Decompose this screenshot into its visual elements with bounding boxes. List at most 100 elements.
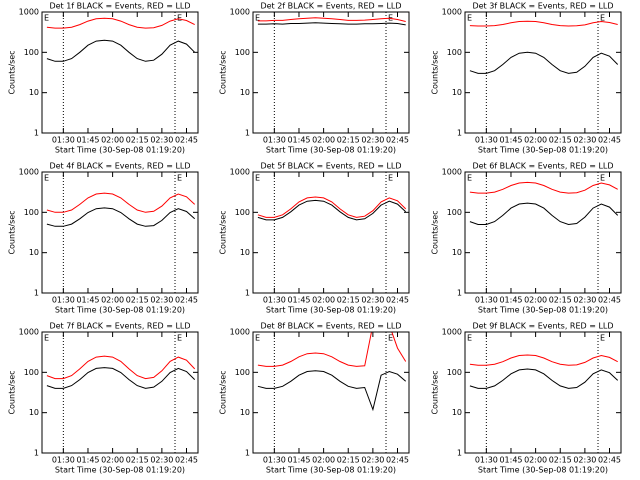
y-tick-label: 1000 [230, 8, 250, 17]
series-line [469, 20, 618, 27]
x-tick-label: 02:45 [386, 136, 409, 145]
plot-frame [252, 331, 410, 454]
chart-title: Det 1f BLACK = Events, RED = LLD [49, 2, 190, 11]
x-tick-label: 02:15 [337, 456, 360, 465]
y-axis-label: Counts/sec [219, 50, 228, 94]
y-axis-label: Counts/sec [431, 210, 440, 254]
y-tick-label: 1000 [230, 168, 250, 177]
x-tick-label: 01:30 [475, 296, 498, 305]
panel: Det 3f BLACK = Events, RED = LLD Start Ti… [431, 2, 622, 155]
y-tick-label: 1 [457, 449, 462, 458]
y-axis-label: Counts/sec [431, 370, 440, 414]
y-tick-label: 1000 [19, 168, 39, 177]
x-tick-label: 02:45 [386, 456, 409, 465]
x-tick-label: 02:00 [101, 456, 124, 465]
x-tick-label: 02:30 [573, 296, 596, 305]
annotation: E [255, 174, 260, 183]
annotation: E [467, 14, 472, 23]
plot-area [469, 20, 619, 74]
x-tick-label: 02:00 [312, 456, 335, 465]
annotation: E [177, 14, 182, 23]
series-line [469, 181, 618, 194]
plot-frame [252, 171, 410, 294]
x-tick-label: 02:30 [361, 456, 384, 465]
x-tick-label: 01:30 [52, 456, 75, 465]
x-tick-label: 02:30 [573, 456, 596, 465]
chart-title: Det 6f BLACK = Events, RED = LLD [472, 162, 613, 171]
y-tick-label: 10 [452, 248, 462, 257]
chart-title: Det 9f BLACK = Events, RED = LLD [472, 322, 613, 331]
x-tick-label: 02:00 [101, 296, 124, 305]
x-tick-label: 01:45 [287, 136, 310, 145]
x-tick-label: 01:30 [52, 136, 75, 145]
x-tick-label: 01:45 [499, 296, 522, 305]
series-line [46, 39, 196, 62]
plot-area [257, 196, 407, 221]
x-tick-label: 02:00 [101, 136, 124, 145]
x-tick-label: 02:15 [126, 296, 149, 305]
y-tick-label: 1000 [442, 8, 462, 17]
x-tick-label: 01:45 [76, 136, 99, 145]
x-tick-label: 02:45 [175, 136, 198, 145]
y-tick-label: 10 [240, 408, 250, 417]
x-tick-label: 01:30 [475, 456, 498, 465]
y-tick-label: 100 [235, 208, 250, 217]
plot-frame [252, 11, 410, 134]
x-tick-label: 02:15 [126, 136, 149, 145]
y-tick-label: 100 [235, 368, 250, 377]
x-axis-label: Start Time (30-Sep-08 01:19:20) [55, 306, 185, 315]
x-tick-label: 02:15 [549, 296, 572, 305]
x-tick-label: 02:00 [312, 296, 335, 305]
y-axis-label: Counts/sec [219, 370, 228, 414]
x-tick-label: 01:30 [475, 136, 498, 145]
x-tick-label: 02:00 [312, 136, 335, 145]
annotation: E [467, 174, 472, 183]
y-tick-label: 100 [447, 208, 462, 217]
y-tick-label: 10 [29, 248, 39, 257]
chart-title: Det 5f BLACK = Events, RED = LLD [260, 162, 401, 171]
x-axis-label: Start Time (30-Sep-08 01:19:20) [266, 146, 396, 155]
x-tick-label: 01:30 [52, 296, 75, 305]
y-axis-label: Counts/sec [8, 210, 17, 254]
x-tick-label: 02:45 [386, 296, 409, 305]
plot-area [46, 355, 196, 389]
y-tick-label: 10 [240, 88, 250, 97]
y-tick-label: 10 [29, 88, 39, 97]
y-tick-label: 10 [452, 408, 462, 417]
x-tick-label: 02:15 [337, 296, 360, 305]
y-tick-label: 1 [34, 129, 39, 138]
plot-area [257, 17, 406, 26]
series-line [469, 354, 618, 366]
x-tick-label: 01:30 [263, 456, 286, 465]
series-line [257, 17, 406, 22]
x-axis-label: Start Time (30-Sep-08 01:19:20) [55, 146, 185, 155]
y-tick-label: 1000 [442, 328, 462, 337]
y-tick-label: 1000 [19, 8, 39, 17]
series-line [257, 332, 407, 367]
chart-title: Det 2f BLACK = Events, RED = LLD [260, 2, 401, 11]
x-tick-label: 02:30 [573, 136, 596, 145]
x-axis-label: Start Time (30-Sep-08 01:19:20) [266, 306, 396, 315]
x-axis-label: Start Time (30-Sep-08 01:19:20) [478, 306, 608, 315]
plot-area [257, 332, 407, 412]
y-axis-label: Counts/sec [8, 50, 17, 94]
plot-frame [464, 331, 622, 454]
x-tick-label: 01:30 [263, 136, 286, 145]
plot-area [469, 354, 619, 389]
x-tick-label: 01:30 [263, 296, 286, 305]
y-tick-label: 1 [457, 289, 462, 298]
plot-frame [464, 11, 622, 134]
y-tick-label: 1000 [19, 328, 39, 337]
y-tick-label: 10 [452, 88, 462, 97]
x-tick-label: 02:00 [524, 296, 547, 305]
series-line [46, 192, 196, 213]
y-tick-label: 100 [447, 48, 462, 57]
x-axis-label: Start Time (30-Sep-08 01:19:20) [478, 146, 608, 155]
x-tick-label: 02:30 [361, 136, 384, 145]
annotation: E [255, 14, 260, 23]
x-tick-label: 02:30 [150, 136, 173, 145]
y-tick-label: 10 [240, 248, 250, 257]
annotation: E [600, 174, 605, 183]
